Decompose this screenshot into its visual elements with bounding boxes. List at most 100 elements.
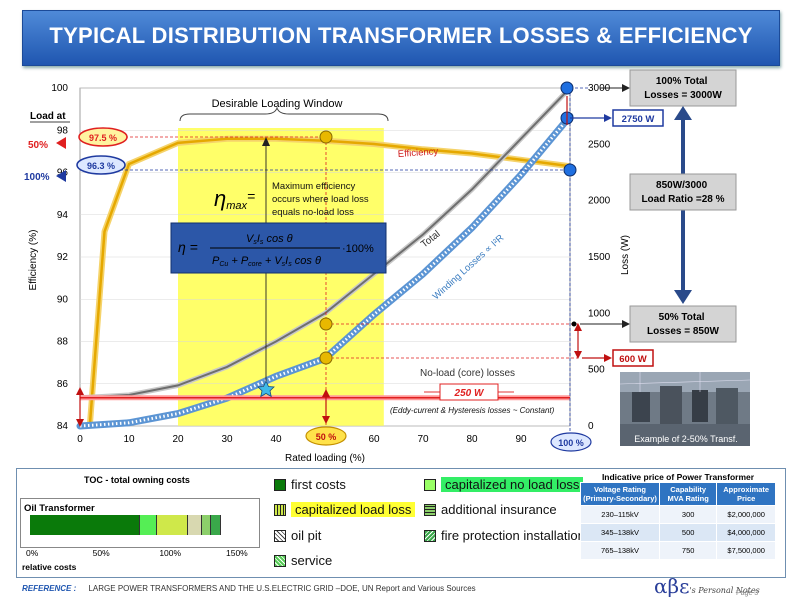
y-right-tick-label: 1500 — [588, 252, 611, 263]
price-table-title: Indicative price of Power Transformer — [601, 472, 755, 482]
fire-protection-swatch — [424, 529, 436, 542]
toc-bar-segment — [187, 515, 202, 535]
toc-bar-segment — [210, 515, 222, 535]
arrow-50-vertical-head-down — [322, 416, 330, 424]
x-tick-label: 60 — [368, 434, 380, 445]
svg-text:PCu + Pcore + VsIs cos θ: PCu + Pcore + VsIs cos θ — [212, 255, 321, 268]
load-100-label: 100% — [24, 172, 50, 183]
toc-axis: 0% 50% 100% 150% — [26, 548, 260, 560]
service-swatch — [274, 554, 286, 567]
box-50-total — [629, 305, 737, 343]
arrow-50-vertical-head-up — [322, 389, 330, 397]
arrow-100-marker — [56, 170, 66, 182]
loss-2750-text: 2750 W — [622, 114, 655, 125]
y-left-axis-label: Efficiency (%) — [28, 230, 39, 291]
legend-cap-no-load-loss-text: capitalized no load loss — [441, 477, 584, 492]
y-left-tick-label: 84 — [57, 421, 69, 432]
efficiency-curve-label: Efficiency — [397, 146, 438, 160]
eff-100-marker — [563, 163, 577, 177]
eddy-label: (Eddy-current & Hysteresis losses ~ Cons… — [390, 406, 555, 415]
y-left-tick-label: 92 — [57, 252, 69, 263]
table-cell: $7,500,000 — [716, 541, 776, 560]
photo-caption: Example of 2-50% Transf. — [634, 434, 738, 444]
x-tick-label: 70 — [417, 434, 429, 445]
y-left-tick-labels: 8486889092949698100 — [51, 83, 68, 432]
x-tick-label: 80 — [466, 434, 478, 445]
transformer-photo — [619, 372, 751, 446]
arrow-600-head-down — [574, 351, 582, 359]
x-tick-label: 0 — [77, 434, 83, 445]
desirable-window-label: Desirable Loading Window — [212, 98, 343, 110]
legend-add-insurance: additional insurance — [424, 502, 557, 517]
toc-axis-tick: 0% — [26, 548, 39, 558]
legend-fire-protection: fire protection installations — [424, 528, 591, 543]
y-left-tick-label: 100 — [51, 83, 68, 94]
table-cell: $2,000,000 — [716, 505, 776, 524]
noload-250w-text: 250 W — [454, 388, 485, 399]
toc-bar-segment — [30, 515, 141, 535]
y-right-tick-label: 3000 — [588, 83, 611, 94]
noload-curve-label: No-load (core) losses — [420, 368, 515, 379]
table-cell: 765–138kV — [580, 541, 660, 560]
arrow-to-850-box-head — [622, 320, 630, 328]
box-100-total — [629, 69, 737, 107]
cap-load-loss-swatch — [274, 503, 286, 516]
logo-symbol: αβε — [654, 574, 690, 598]
toc-stacked-bar — [30, 515, 222, 535]
tag-100-text: 100 % — [558, 438, 584, 448]
toc-bar-segment — [201, 515, 211, 535]
price-header-voltage: Voltage Rating (Primary-Secondary) — [580, 482, 660, 506]
legend-first-costs-text: first costs — [291, 477, 346, 492]
toc-axis-tick: 150% — [226, 548, 248, 558]
total-loss-line — [79, 87, 571, 399]
price-header-price: Approximate Price — [716, 482, 776, 506]
efficiency-line — [88, 137, 571, 427]
table-cell: 345–138kV — [580, 523, 660, 542]
table-row: 230–115kV 300 $2,000,000 — [580, 505, 776, 524]
arrow-50-marker — [56, 137, 66, 149]
intersection-star-marker — [257, 380, 275, 398]
x-axis-label: Rated loading (%) — [285, 453, 365, 464]
add-insurance-swatch — [424, 503, 436, 516]
oil-pit-swatch — [274, 529, 286, 542]
price-table: Voltage Rating (Primary-Secondary) Capab… — [580, 482, 776, 560]
table-cell: 230–115kV — [580, 505, 660, 524]
y-left-tick-label: 98 — [57, 125, 69, 136]
reference-label: REFERENCE : — [22, 584, 77, 593]
toc-axis-tick: 50% — [92, 548, 110, 558]
abe-logo: αβε's Personal Notes — [654, 574, 760, 598]
y-right-tick-label: 0 — [588, 421, 594, 432]
y-right-tick-label: 2000 — [588, 196, 611, 207]
y-right-tick-labels: 0 500 1000 1500 2000 2500 3000 — [588, 83, 611, 432]
legend-first-costs: first costs — [274, 477, 346, 492]
eff-97-text: 97.5 % — [89, 133, 117, 143]
tag-50-oval — [305, 426, 347, 446]
box-ratio — [629, 173, 737, 211]
legend-oil-pit: oil pit — [274, 528, 321, 543]
y-right-axis-label: Loss (W) — [620, 235, 631, 275]
eff-97-oval — [78, 127, 128, 147]
table-cell: 750 — [658, 541, 718, 560]
loss-2750-box — [612, 109, 664, 127]
eta-max-description: Maximum efficiency occurs where load los… — [272, 181, 371, 218]
svg-text:·100%: ·100% — [342, 243, 374, 255]
legend-service: service — [274, 553, 332, 568]
arrow-600-head-up — [574, 323, 582, 331]
legend-oil-pit-text: oil pit — [291, 528, 322, 543]
efficiency-formula: η = VsIs cos θ PCu + Pcore + VsIs cos θ … — [178, 233, 374, 268]
toc-axis-label: relative costs — [22, 562, 77, 572]
y-right-tick-label: 2500 — [588, 139, 611, 150]
arrow-to-3000-box-head — [622, 84, 630, 92]
cap-no-load-loss-swatch — [424, 478, 436, 491]
eff-96-oval — [76, 155, 126, 175]
noload-vertical-arrowhead-up — [76, 387, 84, 395]
efficiency-loss-chart: 0102030405060708090100 84868890929496981… — [24, 69, 751, 464]
total-50-marker — [319, 317, 333, 331]
page-title: TYPICAL DISTRIBUTION TRANSFORMER LOSSES … — [49, 23, 753, 48]
winding-50-marker — [319, 351, 333, 365]
table-row: 345–138kV 500 $4,000,000 — [580, 523, 776, 542]
noload-vertical-arrowhead-down — [76, 419, 84, 427]
box-ratio-text: 850W/3000 Load Ratio =28 % — [641, 180, 724, 205]
svg-text:η =: η = — [178, 239, 198, 255]
